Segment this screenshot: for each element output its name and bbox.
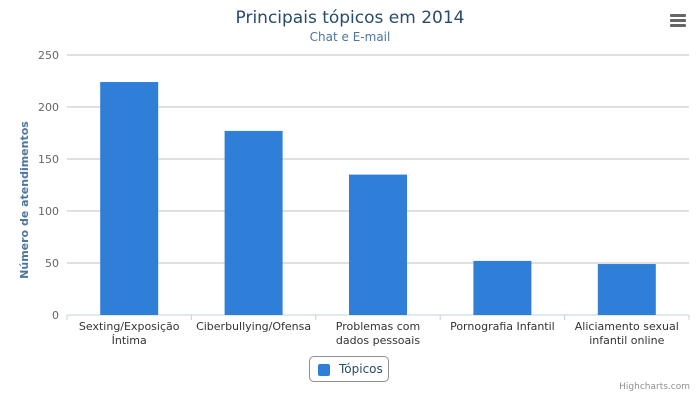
y-tick-label: 150 xyxy=(38,153,59,166)
chart-subtitle: Chat e E-mail xyxy=(309,30,391,44)
bar[interactable] xyxy=(224,130,283,315)
x-tick-label: Pornografia Infantil xyxy=(450,320,555,333)
y-tick-label: 0 xyxy=(52,309,59,322)
credits-link[interactable]: Highcharts.com xyxy=(619,382,690,392)
legend-label: Tópicos xyxy=(339,362,383,376)
x-tick-label: Aliciamento sexual infantil online xyxy=(575,320,679,347)
bar[interactable] xyxy=(100,82,159,315)
legend-swatch xyxy=(318,364,330,376)
bar[interactable] xyxy=(597,264,656,315)
bar[interactable] xyxy=(349,174,407,315)
bars xyxy=(100,82,656,315)
chart-title: Principais tópicos em 2014 xyxy=(235,8,465,28)
hamburger-menu-icon[interactable] xyxy=(670,14,686,28)
bar[interactable] xyxy=(473,260,532,315)
x-axis: Sexting/Exposição Íntima Ciberbullying/Ofe… xyxy=(66,315,690,347)
y-tick-label: 200 xyxy=(38,101,59,114)
y-tick-label: 250 xyxy=(38,49,59,62)
x-tick-label: Ciberbullying/Ofensa xyxy=(196,320,311,333)
gridlines xyxy=(67,54,689,316)
y-axis-ticks: 0 50 100 150 200 250 xyxy=(38,49,59,322)
legend-item-topicos[interactable]: Tópicos xyxy=(309,356,389,382)
x-tick-label: Problemas com dados pessoais xyxy=(336,320,421,347)
y-axis-title: Número de atendimentos xyxy=(18,121,31,279)
x-tick-label: Sexting/Exposição Íntima xyxy=(79,320,180,347)
y-tick-label: 100 xyxy=(38,205,59,218)
y-tick-label: 50 xyxy=(45,257,59,270)
